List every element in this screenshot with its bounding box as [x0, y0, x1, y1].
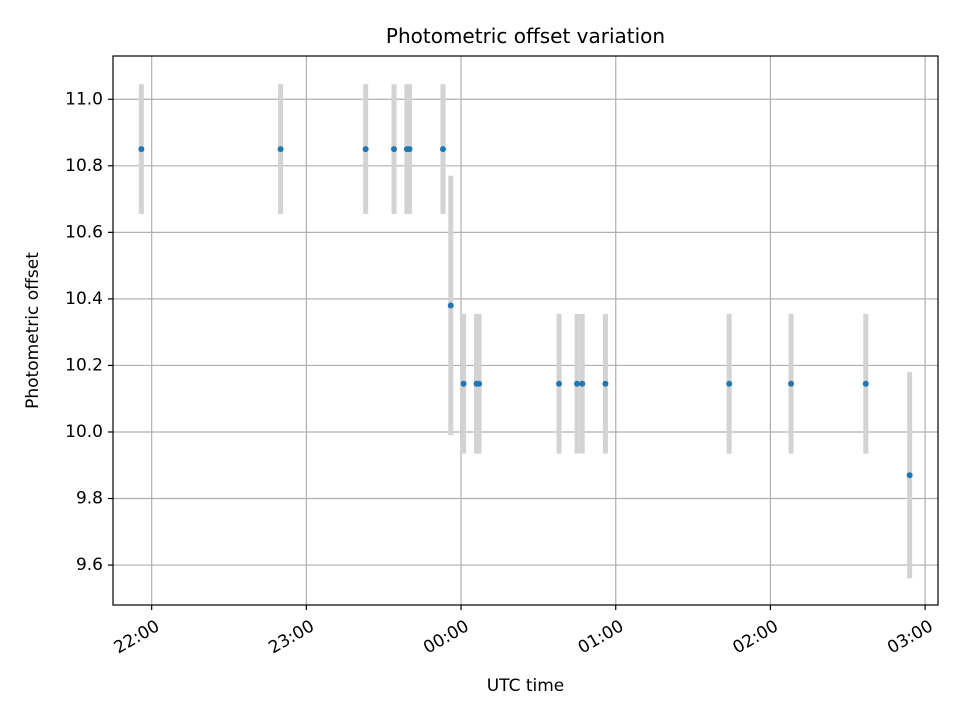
data-point	[788, 380, 795, 387]
data-point	[460, 380, 467, 387]
y-tick-label: 11.0	[65, 89, 103, 109]
data-point	[556, 380, 563, 387]
data-point	[476, 380, 483, 387]
y-axis-title: Photometric offset	[23, 252, 43, 409]
data-point	[362, 146, 369, 153]
data-point	[906, 472, 913, 479]
data-point	[447, 302, 454, 309]
y-tick-label: 10.8	[65, 156, 103, 176]
y-tick-label: 9.8	[76, 489, 103, 509]
y-tick-label: 9.6	[76, 555, 103, 575]
grid	[113, 56, 938, 605]
data-point	[440, 146, 446, 153]
data-point	[579, 380, 586, 387]
y-tick-label: 10.0	[65, 422, 103, 442]
y-tick-label: 10.4	[65, 289, 103, 309]
data-point	[277, 146, 284, 153]
data-point	[726, 380, 733, 387]
data-point	[862, 380, 869, 387]
data-point	[574, 380, 581, 387]
data-point	[406, 146, 413, 153]
y-tick-label: 10.6	[65, 222, 103, 242]
data-points	[138, 146, 913, 479]
x-axis-title: UTC time	[487, 676, 565, 696]
data-point	[602, 380, 609, 387]
chart-title: Photometric offset variation	[386, 24, 665, 48]
y-tick-label: 10.2	[65, 355, 103, 375]
data-point	[391, 146, 398, 153]
data-point	[138, 146, 145, 153]
plot-frame	[112, 55, 939, 606]
